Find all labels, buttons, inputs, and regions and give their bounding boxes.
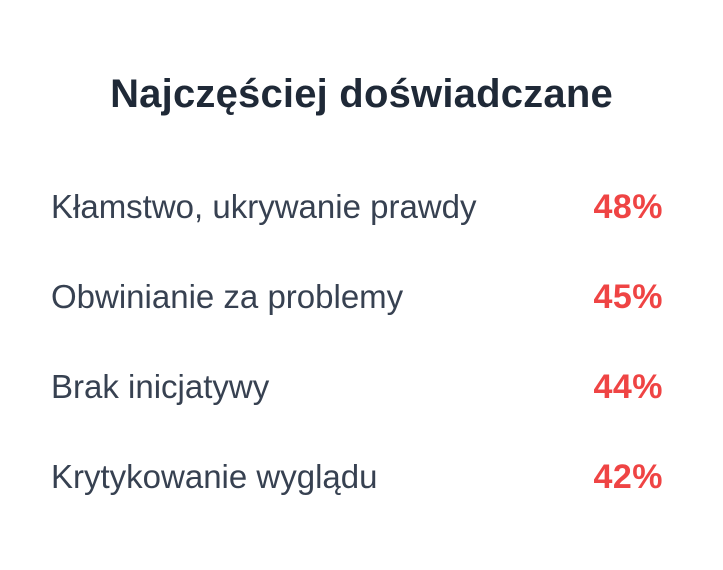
list-item: Kłamstwo, ukrywanie prawdy 48%: [51, 178, 663, 236]
item-label: Brak inicjatywy: [51, 368, 270, 405]
list-item: Krytykowanie wyglądu 42%: [51, 448, 663, 506]
item-percentage: 48%: [593, 187, 663, 226]
item-label: Obwinianie za problemy: [51, 278, 404, 315]
list-item: Obwinianie za problemy 45%: [51, 268, 663, 326]
stats-list: Kłamstwo, ukrywanie prawdy 48% Obwiniani…: [51, 178, 663, 538]
item-percentage: 42%: [593, 457, 663, 496]
item-label: Krytykowanie wyglądu: [51, 458, 378, 495]
list-item: Brak inicjatywy 44%: [51, 358, 663, 416]
item-label: Kłamstwo, ukrywanie prawdy: [51, 188, 477, 225]
item-percentage: 44%: [593, 367, 663, 406]
card-title: Najczęściej doświadczane: [110, 72, 613, 116]
item-percentage: 45%: [593, 277, 663, 316]
